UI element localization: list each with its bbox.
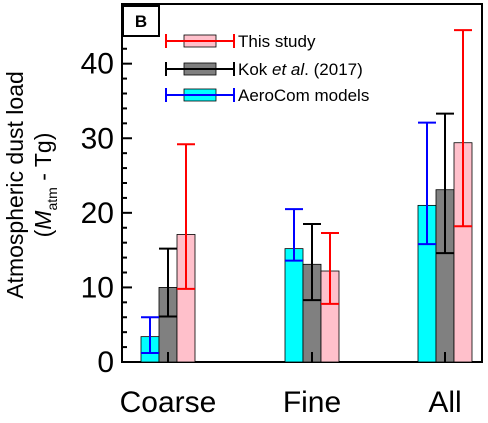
svg-text:Atmospheric dust load: Atmospheric dust load <box>2 71 28 299</box>
bar-series <box>140 29 473 363</box>
legend-item: Kok et al. (2017) <box>165 60 363 79</box>
error-bar <box>418 121 436 246</box>
x-tick-label: Fine <box>283 386 341 419</box>
y-tick-label: 10 <box>81 271 114 304</box>
error-bar <box>159 247 177 318</box>
y-axis-label-line1: Atmospheric dust load <box>2 71 28 299</box>
bar <box>284 248 304 363</box>
error-bar <box>436 112 454 255</box>
y-tick-label: 40 <box>81 48 114 81</box>
legend-label: This study <box>238 32 316 51</box>
legend-item: AeroCom models <box>165 86 369 105</box>
x-tick-label: All <box>428 386 461 419</box>
y-tick-label: 0 <box>97 346 114 379</box>
error-bar <box>177 143 195 290</box>
y-tick-label: 20 <box>81 197 114 230</box>
x-axis: Coarse Fine All <box>120 352 462 419</box>
x-tick-label: Coarse <box>120 386 217 419</box>
panel-label-box: B <box>122 5 160 37</box>
error-bar <box>285 208 303 262</box>
panel-label: B <box>135 12 147 31</box>
legend: This study Kok et al. (2017) AeroCom model… <box>165 32 369 105</box>
y-axis-label: Atmospheric dust load (Matm - Tg) <box>2 71 60 299</box>
y-axis: 0 10 20 30 40 <box>81 3 132 379</box>
legend-label: Kok et al. (2017) <box>238 60 363 79</box>
error-bar <box>141 316 159 355</box>
y-tick-label: 30 <box>81 122 114 155</box>
svg-text:(Matm - Tg): (Matm - Tg) <box>30 133 60 238</box>
legend-item: This study <box>165 32 316 51</box>
error-bar <box>454 29 472 228</box>
y-axis-label-subscript: atm <box>44 187 60 210</box>
y-axis-label-variable: M <box>30 210 56 230</box>
error-bar <box>303 223 321 302</box>
legend-label: AeroCom models <box>238 86 369 105</box>
error-bar <box>321 231 339 305</box>
